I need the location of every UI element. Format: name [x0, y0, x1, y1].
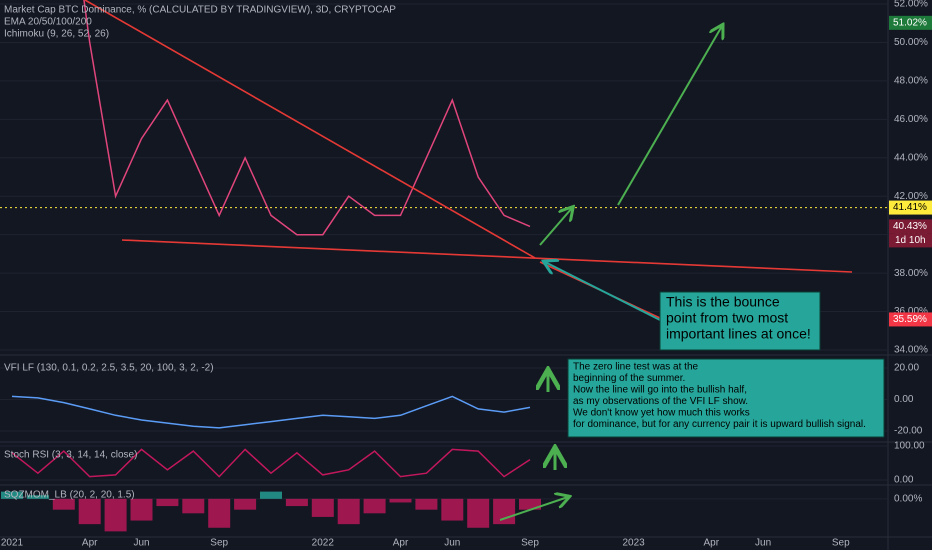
bar	[285, 498, 308, 507]
trend-line	[121, 239, 853, 273]
price-tag	[889, 312, 932, 327]
series	[11, 448, 531, 478]
price-tag-label: 51.02%	[893, 17, 927, 28]
y-tick-label: 0.00	[894, 394, 914, 405]
x-tick-label: Apr	[704, 538, 720, 549]
bar	[415, 498, 438, 510]
y-tick-label: 38.00%	[894, 268, 928, 279]
annotation-text: beginning of the summer.	[573, 373, 685, 384]
bar	[234, 498, 257, 510]
bar	[493, 498, 516, 525]
y-tick-label: 0.00%	[894, 493, 922, 504]
price-tag	[889, 200, 932, 215]
y-tick-label: -20.00	[894, 426, 923, 437]
annotation-box	[659, 291, 821, 351]
annotation-text: The zero line test was at the	[573, 362, 699, 373]
y-tick-label: 44.00%	[894, 152, 928, 163]
annotation-text: important lines at once!	[666, 326, 811, 342]
price-tag-label: 35.59%	[893, 314, 927, 325]
series	[1, 491, 541, 532]
annotation-text: as my observations of the VFI LF show.	[573, 396, 748, 407]
price-tag-label: 40.43%	[893, 221, 927, 232]
annotation-text: This is the bounce	[666, 294, 780, 310]
annotation-text: We don't know yet how much this works	[573, 408, 750, 419]
y-tick-label: 20.00	[894, 363, 919, 374]
y-tick-label: 50.00%	[894, 37, 928, 48]
y-tick-label: 34.00%	[894, 345, 928, 356]
panel-title: Stoch RSI (3, 3, 14, 14, close)	[4, 450, 137, 461]
series	[11, 395, 531, 429]
panel-title: Market Cap BTC Dominance, % (CALCULATED …	[4, 5, 396, 16]
bar	[260, 491, 282, 499]
annotation-text: for dominance, but for any currency pair…	[573, 419, 866, 430]
bar	[208, 498, 231, 528]
x-tick-label: Jun	[133, 538, 149, 549]
y-tick-label: 52.00%	[894, 0, 928, 10]
y-tick-label: 100.00	[894, 441, 925, 452]
y-tick-label: 46.00%	[894, 114, 928, 125]
annotation-text: Now the line will go into the bullish ha…	[573, 385, 747, 396]
arrow	[499, 497, 568, 521]
panel-title: VFI LF (130, 0.1, 0.2, 2.5, 3.5, 20, 100…	[4, 363, 214, 374]
price-tag-label: 41.41%	[893, 202, 927, 213]
x-tick-label: Apr	[393, 538, 409, 549]
arrow	[539, 208, 572, 246]
line	[11, 395, 531, 429]
line	[11, 448, 531, 478]
x-tick-label: Sep	[832, 538, 850, 549]
y-tick-label: 48.00%	[894, 76, 928, 87]
x-tick-label: Apr	[82, 538, 98, 549]
bar	[52, 498, 75, 510]
arrow	[617, 26, 722, 206]
bar	[182, 498, 205, 514]
bar	[337, 498, 360, 525]
x-tick-label: 2023	[622, 538, 645, 549]
bar	[104, 498, 127, 532]
x-tick-label: Jun	[755, 538, 771, 549]
bar	[467, 498, 490, 528]
bar	[363, 498, 386, 514]
arrow	[545, 262, 661, 321]
bar	[26, 495, 49, 499]
y-tick-label: 36.00%	[894, 306, 928, 317]
bar	[156, 498, 179, 507]
annotation-box	[567, 358, 885, 438]
trend-line	[84, 0, 536, 259]
bar	[1, 491, 23, 499]
x-tick-label: Sep	[521, 538, 539, 549]
line	[83, 0, 531, 236]
indicator-label: EMA 20/50/100/200	[4, 17, 92, 28]
bar	[130, 498, 153, 521]
panel-title: SQZMOM_LB (20, 2, 20, 1.5)	[4, 490, 135, 501]
countdown-tag	[889, 233, 932, 248]
series	[83, 0, 531, 236]
bar	[441, 498, 464, 521]
bar	[519, 498, 541, 510]
overlays: Market Cap BTC Dominance, % (CALCULATED …	[1, 5, 932, 549]
plot: 34.00%36.00%38.00%40.00%42.00%44.00%46.0…	[0, 0, 928, 532]
x-tick-label: 2021	[1, 538, 24, 549]
bar	[389, 498, 412, 503]
annotation-text: point from two most	[666, 310, 788, 326]
bar	[311, 498, 334, 517]
price-tag	[889, 15, 932, 30]
x-tick-label: Sep	[210, 538, 228, 549]
bar	[78, 498, 101, 525]
y-tick-label: 42.00%	[894, 191, 928, 202]
indicator-label: Ichimoku (9, 26, 52, 26)	[4, 29, 109, 40]
x-tick-label: Jun	[444, 538, 460, 549]
countdown: 1d 10h	[895, 235, 926, 246]
y-tick-label: 0.00	[894, 475, 914, 486]
x-tick-label: 2022	[312, 538, 335, 549]
price-tag	[889, 219, 932, 234]
